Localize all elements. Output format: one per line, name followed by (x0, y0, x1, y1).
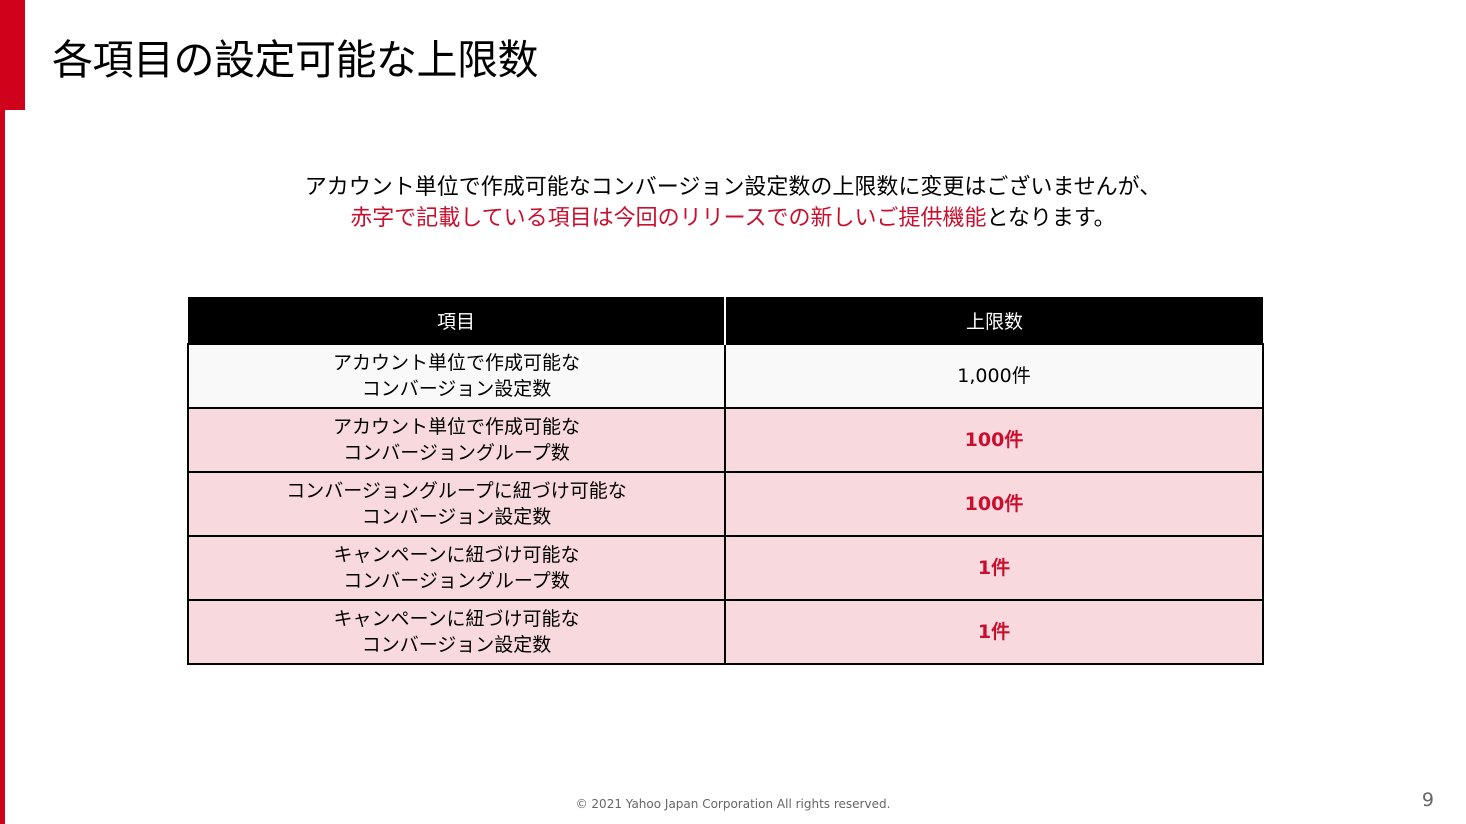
table-row: アカウント単位で作成可能な コンバージョングループ数 100件 (187, 407, 1264, 473)
limit-cell: 100件 (724, 471, 1264, 537)
item-cell: アカウント単位で作成可能な コンバージョン設定数 (187, 343, 726, 409)
item-line-1: アカウント単位で作成可能な (332, 416, 580, 438)
intro-text: アカウント単位で作成可能なコンバージョン設定数の上限数に変更はございませんが、 … (0, 172, 1466, 234)
limit-value: 1,000件 (957, 365, 1031, 387)
item-line-1: コンバージョングループに紐づけ可能な (286, 480, 627, 502)
intro-red-text: 赤字で記載している項目は今回のリリースでの新しいご提供機能 (350, 206, 987, 231)
header-item: 項目 (188, 297, 725, 344)
item-line-2: コンバージョングループ数 (343, 442, 570, 464)
limit-cell: 1件 (724, 599, 1264, 665)
item-line-1: キャンペーンに紐づけ可能な (333, 544, 580, 566)
table-row: コンバージョングループに紐づけ可能な コンバージョン設定数 100件 (187, 471, 1264, 537)
footer-copyright: © 2021 Yahoo Japan Corporation All right… (575, 797, 891, 811)
item-cell: キャンペーンに紐づけ可能な コンバージョン設定数 (187, 599, 726, 665)
header-limit: 上限数 (724, 297, 1263, 344)
accent-bar-side (0, 110, 5, 824)
item-line-2: コンバージョングループ数 (343, 570, 570, 592)
intro-rest-text: となります。 (986, 206, 1116, 231)
item-cell: キャンペーンに紐づけ可能な コンバージョングループ数 (187, 535, 726, 601)
intro-line-2: 赤字で記載している項目は今回のリリースでの新しいご提供機能となります。 (0, 203, 1466, 234)
item-cell: アカウント単位で作成可能な コンバージョングループ数 (187, 407, 726, 473)
page-number: 9 (1421, 789, 1434, 811)
item-line-1: キャンペーンに紐づけ可能な (333, 608, 580, 630)
limit-value: 100件 (964, 429, 1024, 451)
item-cell: コンバージョングループに紐づけ可能な コンバージョン設定数 (187, 471, 726, 537)
table-row: キャンペーンに紐づけ可能な コンバージョングループ数 1件 (187, 535, 1264, 601)
page-title: 各項目の設定可能な上限数 (52, 36, 539, 84)
intro-line-1: アカウント単位で作成可能なコンバージョン設定数の上限数に変更はございませんが、 (304, 175, 1162, 200)
table-row: アカウント単位で作成可能な コンバージョン設定数 1,000件 (187, 343, 1264, 409)
limits-table: 項目 上限数 アカウント単位で作成可能な コンバージョン設定数 1,000件 ア… (187, 297, 1264, 665)
limit-value: 1件 (977, 557, 1011, 579)
limit-cell: 100件 (724, 407, 1264, 473)
item-line-2: コンバージョン設定数 (361, 634, 552, 656)
limit-cell: 1件 (724, 535, 1264, 601)
limit-value: 100件 (964, 493, 1024, 515)
limit-value: 1件 (977, 621, 1011, 643)
item-line-2: コンバージョン設定数 (361, 378, 552, 400)
limit-cell: 1,000件 (724, 343, 1264, 409)
item-line-2: コンバージョン設定数 (361, 506, 552, 528)
table-row: キャンペーンに紐づけ可能な コンバージョン設定数 1件 (187, 599, 1264, 665)
table-header-row: 項目 上限数 (188, 297, 1263, 344)
item-line-1: アカウント単位で作成可能な (332, 352, 580, 374)
accent-bar-top (0, 0, 25, 110)
